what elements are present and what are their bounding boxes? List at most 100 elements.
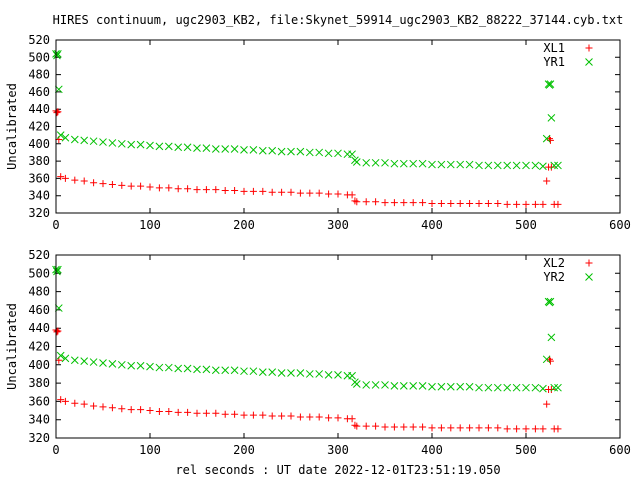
data-point <box>390 381 399 390</box>
data-point <box>456 199 464 207</box>
data-point <box>136 361 145 370</box>
data-point <box>61 174 69 182</box>
data-point <box>146 183 154 191</box>
data-point <box>259 411 267 419</box>
data-point <box>127 182 135 190</box>
data-point <box>315 413 323 421</box>
data-point <box>53 328 61 336</box>
data-point <box>550 383 559 392</box>
x-axis-label: rel seconds : UT date 2022-12-01T23:51:1… <box>175 463 500 477</box>
data-point <box>428 424 436 432</box>
data-point <box>221 187 229 195</box>
data-point <box>268 188 276 196</box>
data-point <box>306 413 314 421</box>
data-point <box>353 198 361 206</box>
y-tick-label: 340 <box>28 189 50 203</box>
y-tick-label: 480 <box>28 285 50 299</box>
y-tick-label: 380 <box>28 376 50 390</box>
data-point <box>211 145 220 153</box>
data-point <box>437 424 445 432</box>
data-point <box>484 383 493 392</box>
data-point <box>465 382 474 391</box>
data-point <box>456 160 465 169</box>
legend-marker <box>585 58 593 66</box>
data-point <box>57 396 65 404</box>
data-point <box>493 161 502 170</box>
series-YR2 <box>52 265 562 393</box>
x-tick-label: 500 <box>515 443 537 457</box>
plot-frame <box>55 39 621 214</box>
data-point <box>305 370 314 378</box>
data-point <box>547 333 556 342</box>
legend-marker <box>585 273 593 281</box>
data-point <box>296 369 305 377</box>
data-point <box>193 365 201 374</box>
data-point <box>249 411 257 419</box>
data-point <box>512 383 521 392</box>
data-point <box>428 160 436 169</box>
data-point <box>381 199 389 207</box>
data-point <box>546 80 555 88</box>
data-point <box>258 368 267 376</box>
legend-marker <box>585 44 593 52</box>
x-tick-label: 200 <box>233 443 255 457</box>
series-XL1 <box>52 107 562 208</box>
x-tick-label: 400 <box>421 443 443 457</box>
data-point <box>240 187 248 195</box>
data-point <box>90 179 98 187</box>
data-point <box>513 425 521 433</box>
data-point <box>539 200 547 208</box>
chart-title: HIRES continuum, ugc2903_KB2, file:Skyne… <box>53 13 624 27</box>
y-tick-label: 320 <box>28 431 50 445</box>
data-point <box>278 188 286 196</box>
data-point <box>419 199 427 207</box>
data-point <box>371 381 380 389</box>
data-point <box>437 382 446 391</box>
data-point <box>475 161 483 170</box>
data-point <box>202 186 210 194</box>
data-point <box>399 159 408 168</box>
data-point <box>493 383 502 392</box>
data-point <box>277 147 286 156</box>
data-point <box>539 162 547 171</box>
data-point <box>287 412 295 420</box>
data-point <box>372 198 380 206</box>
data-point <box>127 406 135 414</box>
data-point <box>409 381 418 390</box>
data-point <box>334 371 342 379</box>
plot-frame <box>55 254 621 439</box>
data-point <box>61 133 70 142</box>
data-point <box>362 422 370 430</box>
data-point <box>174 364 183 373</box>
data-point <box>325 414 333 422</box>
y-tick-label: 320 <box>28 206 50 220</box>
data-point <box>258 146 267 155</box>
data-point <box>89 358 98 366</box>
x-tick-label: 300 <box>327 218 349 232</box>
data-point <box>61 397 69 405</box>
data-point <box>543 177 551 185</box>
data-point <box>542 355 551 364</box>
y-axis-label: Uncalibrated <box>5 83 19 170</box>
data-point <box>268 146 277 155</box>
data-point <box>352 380 361 388</box>
y-tick-label: 440 <box>28 321 50 335</box>
data-point <box>249 187 257 195</box>
data-point <box>418 159 427 168</box>
data-point <box>315 189 323 197</box>
data-point <box>542 134 551 143</box>
data-point <box>466 424 474 432</box>
data-point <box>531 200 539 208</box>
data-point <box>202 365 211 374</box>
data-point <box>409 159 418 168</box>
data-point <box>71 399 79 407</box>
data-point <box>117 360 126 369</box>
y-axis-label: Uncalibrated <box>5 303 19 390</box>
data-point <box>456 424 464 432</box>
data-point <box>57 173 65 181</box>
data-point <box>231 187 239 195</box>
data-point <box>71 176 79 184</box>
data-point <box>90 402 98 410</box>
data-point <box>183 143 192 152</box>
y-tick-label: 400 <box>28 137 50 151</box>
